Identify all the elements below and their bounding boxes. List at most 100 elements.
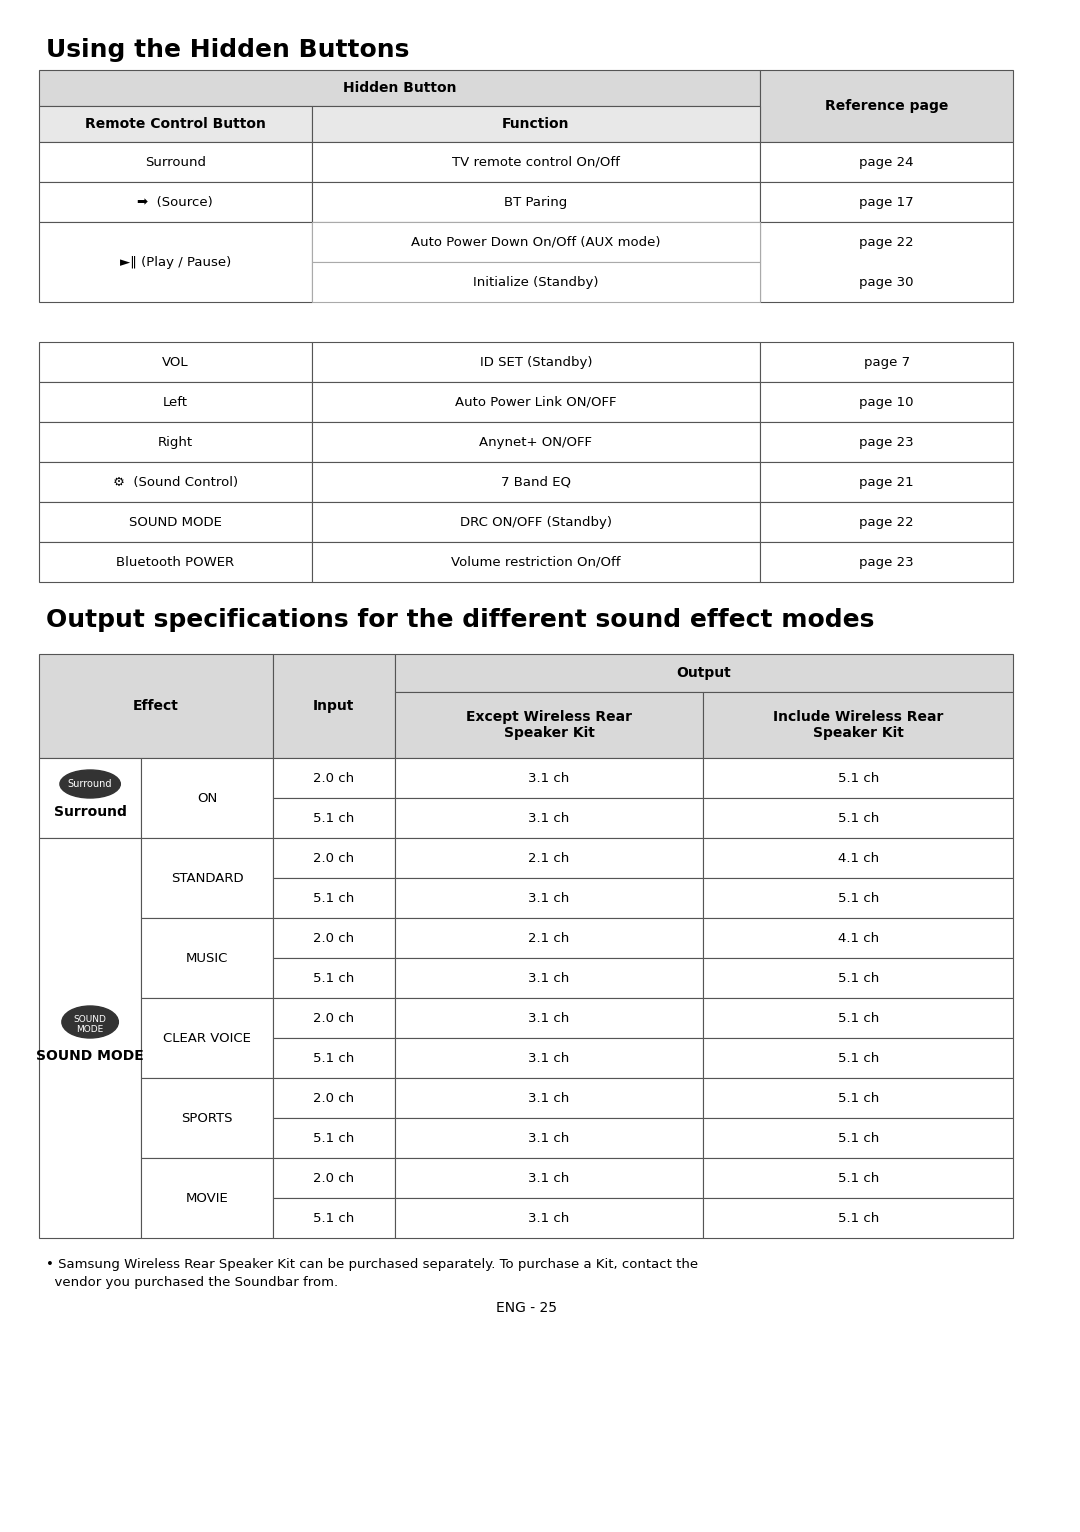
Text: 5.1 ch: 5.1 ch bbox=[838, 1051, 879, 1065]
Bar bbox=[703, 758, 1013, 798]
Text: 5.1 ch: 5.1 ch bbox=[313, 1132, 354, 1144]
Text: 5.1 ch: 5.1 ch bbox=[838, 1172, 879, 1184]
Bar bbox=[273, 1118, 394, 1158]
Bar bbox=[312, 142, 760, 182]
Text: 3.1 ch: 3.1 ch bbox=[528, 971, 569, 985]
Text: 2.0 ch: 2.0 ch bbox=[313, 772, 354, 784]
Bar bbox=[273, 758, 394, 798]
Text: Input: Input bbox=[313, 699, 354, 712]
Bar bbox=[141, 838, 273, 918]
Text: 3.1 ch: 3.1 ch bbox=[528, 1212, 569, 1224]
Bar bbox=[39, 838, 141, 1238]
Text: 3.1 ch: 3.1 ch bbox=[528, 1172, 569, 1184]
Bar bbox=[39, 654, 273, 758]
Text: MOVIE: MOVIE bbox=[186, 1192, 228, 1204]
Bar bbox=[703, 1198, 1013, 1238]
Bar bbox=[760, 463, 1013, 502]
Bar bbox=[703, 838, 1013, 878]
Bar bbox=[394, 958, 703, 997]
Bar bbox=[703, 1079, 1013, 1118]
Text: 2.1 ch: 2.1 ch bbox=[528, 931, 569, 945]
Bar bbox=[760, 542, 1013, 582]
Ellipse shape bbox=[59, 771, 120, 798]
Text: 5.1 ch: 5.1 ch bbox=[838, 971, 879, 985]
Bar bbox=[141, 997, 273, 1079]
Bar bbox=[394, 838, 703, 878]
Text: ►‖ (Play / Pause): ►‖ (Play / Pause) bbox=[120, 256, 231, 268]
Bar bbox=[703, 918, 1013, 958]
Bar bbox=[312, 262, 760, 302]
Text: 3.1 ch: 3.1 ch bbox=[528, 812, 569, 824]
Text: page 17: page 17 bbox=[860, 196, 914, 208]
Bar bbox=[760, 222, 1013, 302]
Bar bbox=[760, 381, 1013, 421]
Text: page 7: page 7 bbox=[864, 355, 909, 369]
Text: • Samsung Wireless Rear Speaker Kit can be purchased separately. To purchase a K: • Samsung Wireless Rear Speaker Kit can … bbox=[45, 1258, 698, 1272]
Bar bbox=[703, 997, 1013, 1039]
Text: ON: ON bbox=[197, 792, 217, 804]
Bar bbox=[273, 918, 394, 958]
Bar bbox=[39, 342, 312, 381]
Text: TV remote control On/Off: TV remote control On/Off bbox=[451, 156, 620, 169]
Text: vendor you purchased the Soundbar from.: vendor you purchased the Soundbar from. bbox=[45, 1276, 338, 1288]
Bar bbox=[273, 1198, 394, 1238]
Bar bbox=[39, 421, 312, 463]
Bar bbox=[39, 142, 312, 182]
Text: page 24: page 24 bbox=[860, 156, 914, 169]
Bar bbox=[394, 997, 703, 1039]
Bar bbox=[394, 1118, 703, 1158]
Text: page 10: page 10 bbox=[860, 395, 914, 409]
Text: Auto Power Down On/Off (AUX mode): Auto Power Down On/Off (AUX mode) bbox=[411, 236, 661, 248]
Text: 3.1 ch: 3.1 ch bbox=[528, 1132, 569, 1144]
Bar bbox=[703, 1039, 1013, 1079]
Text: page 22: page 22 bbox=[860, 236, 914, 248]
Bar bbox=[394, 1198, 703, 1238]
Bar bbox=[394, 878, 703, 918]
Text: 5.1 ch: 5.1 ch bbox=[313, 971, 354, 985]
Ellipse shape bbox=[62, 1007, 119, 1039]
Text: 5.1 ch: 5.1 ch bbox=[313, 812, 354, 824]
Bar bbox=[312, 182, 760, 222]
Bar bbox=[394, 1158, 703, 1198]
Text: STANDARD: STANDARD bbox=[171, 872, 243, 884]
Text: Left: Left bbox=[163, 395, 188, 409]
Text: 5.1 ch: 5.1 ch bbox=[313, 1212, 354, 1224]
Bar bbox=[312, 342, 760, 381]
Bar bbox=[760, 342, 1013, 381]
Bar bbox=[760, 182, 1013, 222]
Text: ➡  (Source): ➡ (Source) bbox=[137, 196, 213, 208]
Text: ⚙  (Sound Control): ⚙ (Sound Control) bbox=[112, 475, 238, 489]
Bar bbox=[39, 222, 312, 302]
Bar bbox=[39, 70, 760, 106]
Text: 2.0 ch: 2.0 ch bbox=[313, 1011, 354, 1025]
Text: 5.1 ch: 5.1 ch bbox=[313, 1051, 354, 1065]
Bar bbox=[273, 1039, 394, 1079]
Text: 2.0 ch: 2.0 ch bbox=[313, 1091, 354, 1105]
Bar bbox=[760, 421, 1013, 463]
Text: 7 Band EQ: 7 Band EQ bbox=[501, 475, 571, 489]
Text: DRC ON/OFF (Standby): DRC ON/OFF (Standby) bbox=[460, 515, 612, 529]
Bar bbox=[394, 692, 703, 758]
Bar bbox=[312, 502, 760, 542]
Text: MUSIC: MUSIC bbox=[186, 951, 228, 965]
Bar bbox=[273, 1079, 394, 1118]
Text: Except Wireless Rear
Speaker Kit: Except Wireless Rear Speaker Kit bbox=[465, 709, 632, 740]
Text: 2.0 ch: 2.0 ch bbox=[313, 931, 354, 945]
Text: Effect: Effect bbox=[133, 699, 179, 712]
Text: Bluetooth POWER: Bluetooth POWER bbox=[117, 556, 234, 568]
Text: Include Wireless Rear
Speaker Kit: Include Wireless Rear Speaker Kit bbox=[773, 709, 944, 740]
Bar bbox=[273, 838, 394, 878]
Text: page 23: page 23 bbox=[860, 435, 914, 449]
Text: SOUND: SOUND bbox=[73, 1014, 107, 1023]
Text: Reference page: Reference page bbox=[825, 100, 948, 113]
Text: ID SET (Standby): ID SET (Standby) bbox=[480, 355, 592, 369]
Text: SPORTS: SPORTS bbox=[181, 1112, 233, 1124]
Bar bbox=[312, 542, 760, 582]
Bar bbox=[39, 182, 312, 222]
Text: Surround: Surround bbox=[54, 804, 126, 820]
Text: MODE: MODE bbox=[77, 1025, 104, 1034]
Bar bbox=[312, 381, 760, 421]
Text: 2.0 ch: 2.0 ch bbox=[313, 1172, 354, 1184]
Bar bbox=[273, 654, 394, 758]
Text: 2.0 ch: 2.0 ch bbox=[313, 852, 354, 864]
